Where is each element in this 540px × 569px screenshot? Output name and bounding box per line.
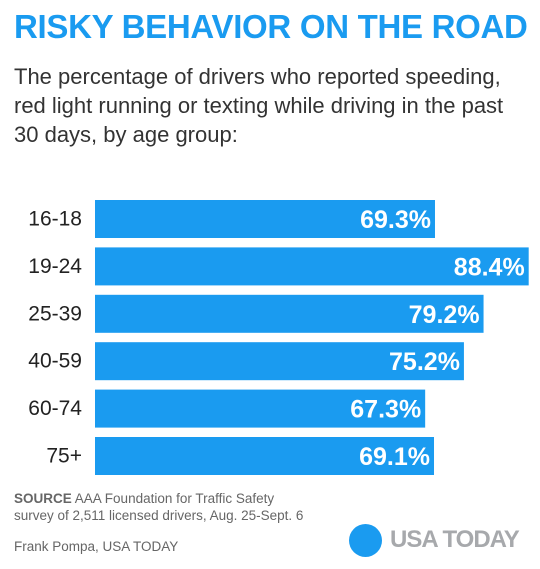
data-label: 79.2% [409, 301, 480, 329]
bar [95, 342, 464, 381]
usa-today-logo: USA TODAY [349, 523, 520, 557]
bar [95, 200, 435, 238]
data-label: 67.3% [350, 396, 421, 424]
category-labels: 16-18 19-24 25-39 40-59 60-74 75+ [28, 208, 82, 468]
photo-credit: Frank Pompa, USA TODAY [14, 539, 179, 554]
bar-chart: 16-18 19-24 25-39 40-59 60-74 75+ 69.3% 88.4% 7… [28, 200, 529, 475]
chart-subtitle: The percentage of drivers who reported s… [14, 64, 504, 147]
logo-circle-icon [349, 523, 382, 557]
data-label: 69.1% [359, 443, 430, 471]
category-label: 25-39 [28, 302, 82, 325]
category-label: 75+ [46, 445, 82, 468]
data-label: 88.4% [454, 253, 525, 281]
category-label: 19-24 [28, 255, 82, 278]
bars [95, 200, 529, 475]
chart-title: RISKY BEHAVIOR ON THE ROAD [14, 8, 528, 45]
source-line-1: AAA Foundation for Traffic Safety [74, 491, 275, 506]
category-label: 40-59 [28, 350, 82, 373]
source-note: SOURCE AAA Foundation for Traffic Safety… [14, 490, 303, 524]
bar [95, 437, 435, 475]
category-label: 16-18 [28, 208, 82, 231]
bar [95, 247, 529, 286]
value-labels: 69.3% 88.4% 79.2% 75.2% 67.3% 69.1% [350, 206, 524, 471]
logo-text: USA TODAY [390, 526, 520, 553]
bar [95, 389, 426, 428]
bar [95, 294, 484, 333]
source-line-2: survey of 2,511 licensed drivers, Aug. 2… [14, 508, 304, 523]
data-label: 69.3% [360, 206, 431, 234]
source-label: SOURCE [14, 491, 72, 506]
category-label: 60-74 [28, 397, 82, 420]
data-label: 75.2% [389, 348, 460, 376]
